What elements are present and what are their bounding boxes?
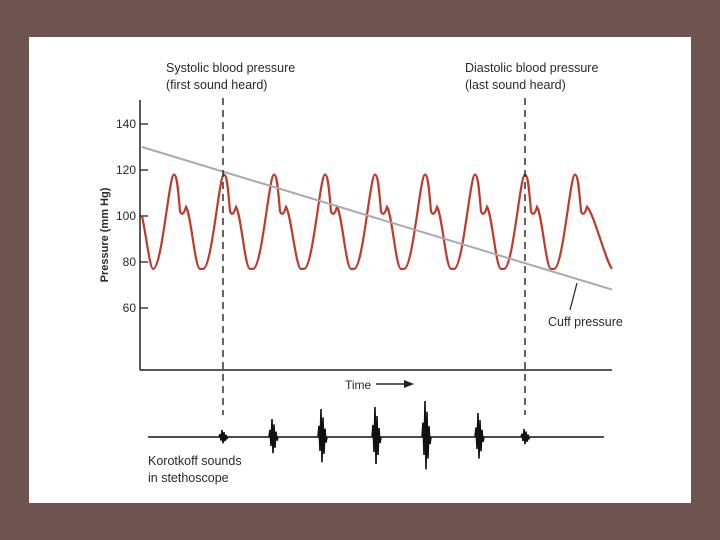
time-arrow-icon [376, 380, 414, 388]
y-axis-ticks: 60 80 100 120 140 [116, 117, 148, 315]
korotkoff-sublabel: in stethoscope [148, 471, 229, 485]
systolic-sublabel: (first sound heard) [166, 78, 267, 92]
korotkoff-label: Korotkoff sounds [148, 454, 242, 468]
arterial-pressure-wave [140, 173, 613, 271]
y-tick-label: 100 [116, 209, 136, 223]
y-tick-label: 140 [116, 117, 136, 131]
y-tick-label: 80 [123, 255, 137, 269]
cuff-label-pointer [569, 282, 578, 311]
systolic-label: Systolic blood pressure [166, 61, 295, 75]
y-tick-label: 60 [123, 301, 137, 315]
y-axis-label: Pressure (mm Hg) [99, 187, 111, 282]
korotkoff-sounds-trace [148, 400, 604, 470]
cuff-pressure-label: Cuff pressure [548, 315, 623, 329]
diastolic-sublabel: (last sound heard) [465, 78, 566, 92]
cuff-pressure-line [141, 146, 613, 291]
y-tick-label: 120 [116, 163, 136, 177]
x-axis-label: Time [345, 378, 372, 392]
diastolic-label: Diastolic blood pressure [465, 61, 598, 75]
